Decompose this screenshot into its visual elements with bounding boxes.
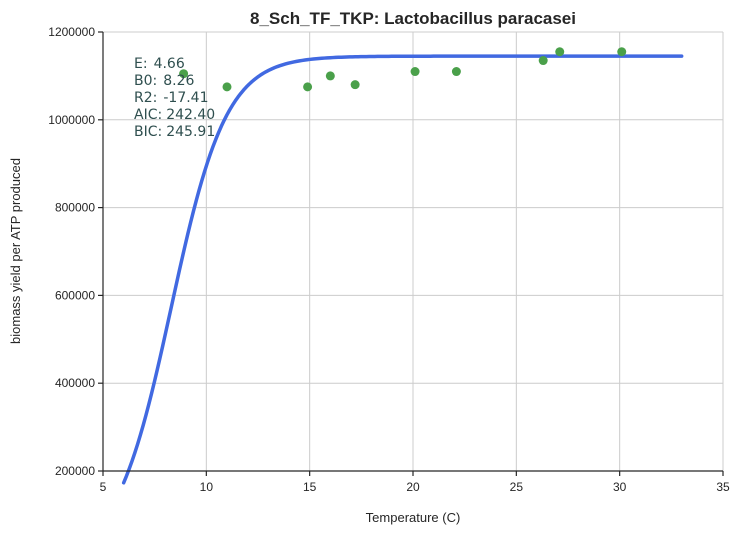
data-point	[179, 69, 189, 79]
stat-label: B0:	[134, 73, 157, 89]
y-tick-label: 800000	[55, 201, 95, 215]
chart-title: 8_Sch_TF_TKP: Lactobacillus paracasei	[250, 9, 576, 28]
data-point	[451, 67, 461, 77]
x-tick-label: 10	[200, 480, 214, 494]
svg-text:AIC:242.40: AIC: 242.40	[134, 107, 215, 123]
x-tick-label: 15	[303, 480, 317, 494]
stat-value: 245.91	[166, 124, 215, 140]
stat-label: E:	[134, 56, 148, 72]
y-tick-label: 200000	[55, 464, 95, 478]
data-point	[325, 71, 335, 81]
stat-value: 242.40	[166, 107, 215, 123]
x-tick-label: 20	[406, 480, 420, 494]
stat-label: BIC:	[134, 124, 162, 140]
stat-value: -17.41	[163, 90, 208, 106]
grid-lines	[103, 31, 724, 471]
x-tick-label: 25	[510, 480, 524, 494]
data-point	[350, 80, 360, 90]
fit-curve-layer	[121, 54, 684, 485]
y-axis-ticks: 200000 400000 600000 800000 1000000 1200000	[48, 25, 103, 478]
data-point	[410, 67, 420, 77]
y-axis-label: biomass yield per ATP produced	[8, 158, 23, 344]
data-point	[303, 82, 313, 92]
y-tick-label: 1200000	[48, 25, 95, 39]
data-point	[222, 82, 232, 92]
svg-text:B0:8.26: B0: 8.26	[134, 73, 194, 89]
x-axis-label: Temperature (C)	[366, 510, 461, 525]
svg-text:E:4.66: E: 4.66	[134, 56, 185, 72]
y-tick-label: 400000	[55, 376, 95, 390]
y-tick-label: 600000	[55, 288, 95, 302]
fit-curve-line	[121, 54, 684, 485]
x-tick-label: 35	[716, 480, 730, 494]
fit-stats: E: 4.66 B0: 8.26 R2: -17.41 AIC: 242.40 BIC:…	[134, 56, 215, 140]
x-axis-ticks: 5 10 15 20 25 30 35	[100, 471, 730, 494]
x-tick-label: 5	[100, 480, 107, 494]
data-points-layer	[179, 47, 627, 92]
stat-label: AIC:	[134, 107, 162, 123]
data-point	[538, 56, 548, 66]
stat-label: R2:	[134, 90, 157, 106]
x-tick-label: 30	[613, 480, 627, 494]
y-tick-label: 1000000	[48, 113, 95, 127]
data-point	[617, 47, 627, 57]
stat-value: 8.26	[163, 73, 194, 89]
svg-text:BIC:245.91: BIC: 245.91	[134, 124, 215, 140]
data-point	[555, 47, 565, 57]
svg-text:R2:-17.41: R2: -17.41	[134, 90, 209, 106]
stat-value: 4.66	[154, 56, 185, 72]
